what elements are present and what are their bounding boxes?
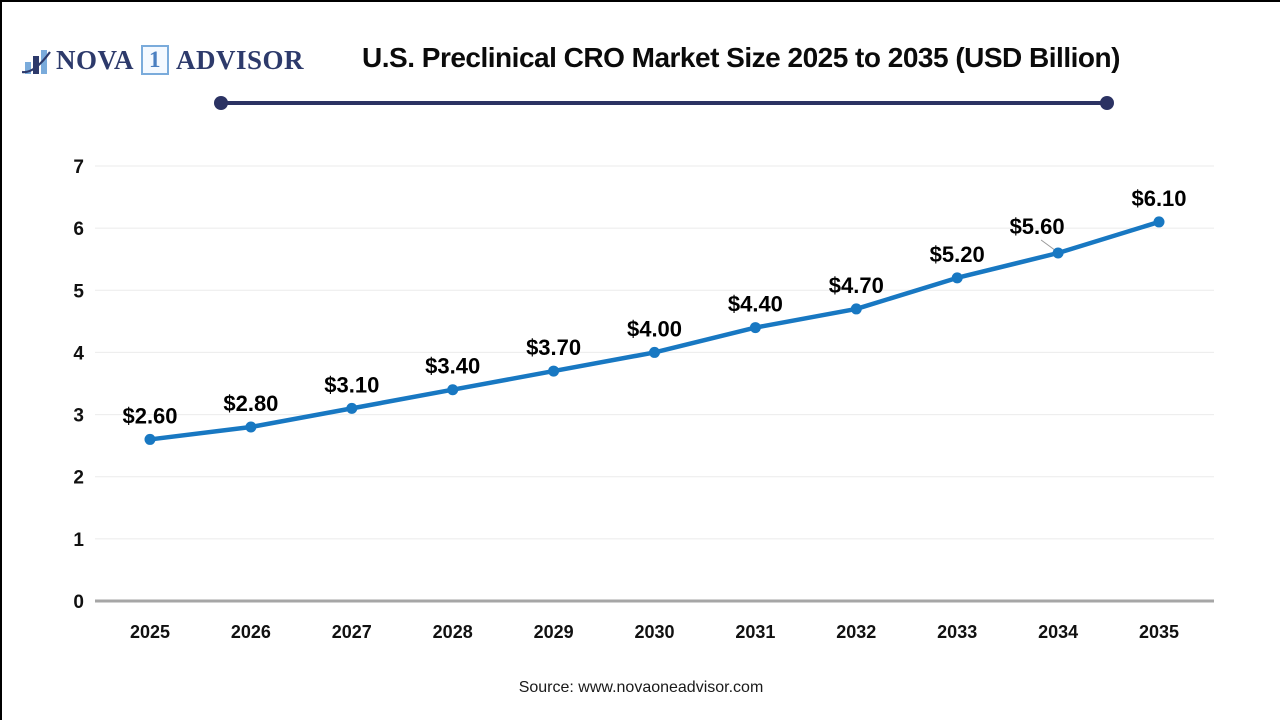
y-tick-label: 4	[73, 343, 84, 364]
chart-title: U.S. Preclinical CRO Market Size 2025 to…	[362, 42, 1120, 73]
data-point-2032	[850, 303, 862, 315]
x-tick-label: 2035	[1139, 622, 1179, 642]
data-label-2028: $3.40	[425, 354, 480, 379]
data-point-2025	[144, 433, 156, 445]
data-label-2026: $2.80	[223, 391, 278, 416]
data-point-2028	[447, 384, 459, 396]
x-tick-label: 2028	[433, 622, 473, 642]
data-label-2032: $4.70	[829, 273, 884, 298]
x-tick-label: 2031	[735, 622, 775, 642]
data-point-2026	[245, 421, 257, 433]
x-tick-label: 2026	[231, 622, 271, 642]
logo-text-advisor: ADVISOR	[176, 44, 305, 75]
source-text: Source: www.novaoneadvisor.com	[518, 679, 764, 696]
underline-left-dot	[214, 96, 228, 110]
data-label-2031: $4.40	[728, 292, 783, 317]
y-tick-label: 1	[73, 530, 84, 551]
x-tick-label: 2030	[634, 622, 674, 642]
y-tick-label: 2	[73, 468, 84, 489]
data-point-2031	[749, 322, 761, 334]
data-label-2027: $3.10	[324, 372, 379, 397]
x-tick-label: 2034	[1038, 622, 1078, 642]
x-tick-label: 2029	[534, 622, 574, 642]
data-label-2029: $3.70	[526, 335, 581, 360]
x-tick-label: 2025	[130, 622, 170, 642]
data-label-leader-line	[1040, 239, 1057, 252]
title-underline	[214, 96, 1114, 110]
data-label-2025: $2.60	[122, 403, 177, 428]
data-point-2030	[649, 346, 660, 358]
x-tick-label: 2032	[836, 622, 876, 642]
y-tick-label: 6	[73, 219, 84, 240]
logo-badge-one: 1	[141, 45, 170, 75]
data-point-2034	[1052, 247, 1064, 259]
y-tick-label: 5	[73, 281, 84, 302]
data-label-2034: $5.60	[1010, 214, 1065, 239]
logo-text-nova: NOVA	[56, 44, 135, 75]
y-tick-label: 7	[73, 157, 84, 178]
y-tick-label: 0	[73, 592, 84, 613]
x-tick-label: 2027	[332, 622, 372, 642]
y-tick-label: 3	[73, 406, 84, 427]
logo-barchart-icon	[22, 50, 51, 74]
data-point-2033	[951, 272, 963, 284]
data-point-2029	[548, 365, 560, 377]
data-point-2027	[346, 402, 358, 414]
data-label-2030: $4.00	[627, 316, 682, 341]
data-point-2035	[1153, 216, 1165, 228]
x-tick-label: 2033	[937, 622, 977, 642]
underline-right-dot	[1100, 96, 1114, 110]
data-label-2033: $5.20	[930, 242, 985, 267]
data-label-2035: $6.10	[1131, 186, 1186, 211]
novaone-advisor-logo: NOVA 1 ADVISOR	[22, 42, 304, 78]
